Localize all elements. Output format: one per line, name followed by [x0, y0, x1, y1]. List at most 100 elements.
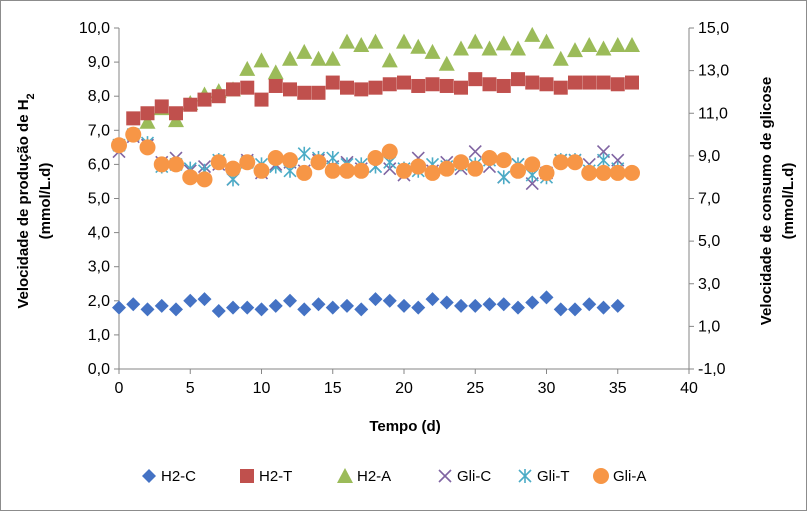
- y2-tick-label: 15,0: [698, 20, 729, 37]
- point-gli-a: [182, 169, 199, 186]
- x-tick-label: 10: [253, 380, 271, 397]
- point-h2-c: [311, 297, 326, 312]
- y2-tick-label: 11,0: [698, 105, 728, 122]
- point-h2-a: [310, 50, 327, 66]
- point-h2-c: [169, 302, 183, 317]
- point-gli-a: [125, 126, 142, 143]
- point-h2-c: [425, 292, 440, 307]
- point-gli-a: [139, 139, 156, 156]
- x-tick-label: 25: [466, 380, 484, 397]
- point-h2-c: [368, 292, 383, 307]
- point-h2-c: [439, 295, 454, 310]
- point-h2-t: [553, 80, 568, 95]
- point-gli-a: [581, 164, 598, 181]
- point-h2-t: [625, 75, 639, 90]
- point-gli-a: [381, 143, 398, 160]
- point-h2-t: [325, 75, 340, 90]
- point-gli-a: [153, 156, 170, 173]
- point-h2-t: [283, 82, 297, 97]
- y-tick-label: 10,0: [79, 20, 110, 37]
- point-h2-a: [282, 50, 298, 66]
- x-tick-label: 15: [324, 380, 342, 397]
- point-h2-a: [396, 33, 412, 49]
- point-gli-a: [239, 154, 256, 171]
- y2-axis-title: Velocidade de consumo de glicose: [758, 77, 775, 325]
- point-h2-t: [340, 80, 354, 95]
- point-h2-t: [311, 85, 326, 100]
- point-gli-a: [210, 154, 227, 171]
- point-gli-a: [367, 150, 384, 167]
- point-h2-c: [539, 290, 554, 305]
- legend-label-gli-t: Gli-T: [537, 468, 570, 485]
- point-h2-a: [253, 52, 270, 68]
- point-h2-a: [324, 50, 341, 66]
- legend-item-h2-a: H2-A: [337, 468, 391, 485]
- point-h2-c: [297, 302, 312, 317]
- point-h2-a: [424, 43, 441, 59]
- series-h2-c: [112, 290, 625, 319]
- point-h2-t: [496, 78, 511, 93]
- legend-item-gli-a: Gli-A: [593, 468, 646, 485]
- y-tick-label: 1,0: [88, 327, 110, 344]
- point-h2-c: [183, 293, 198, 308]
- legend-item-gli-c: Gli-C: [438, 468, 491, 485]
- point-h2-c: [454, 298, 468, 313]
- y2-tick-label: -1,0: [698, 361, 726, 378]
- point-gli-a: [296, 164, 313, 181]
- point-h2-c: [525, 295, 540, 310]
- point-gli-a: [324, 162, 341, 179]
- point-h2-t: [183, 97, 198, 112]
- point-h2-t: [468, 72, 483, 87]
- point-gli-a: [410, 158, 427, 175]
- point-h2-t: [368, 80, 383, 95]
- point-h2-t: [511, 72, 525, 87]
- point-h2-a: [353, 37, 370, 53]
- point-gli-t: [497, 170, 511, 185]
- point-gli-a: [310, 154, 327, 171]
- point-h2-c: [568, 302, 582, 317]
- point-h2-c: [397, 298, 411, 313]
- y-axis-units: (mmol/L.d): [37, 163, 54, 240]
- x-tick-label: 5: [186, 380, 195, 397]
- point-h2-c: [340, 298, 354, 313]
- x-tick-label: 30: [538, 380, 556, 397]
- y-tick-label: 3,0: [88, 259, 110, 276]
- point-h2-t: [425, 77, 440, 92]
- point-h2-c: [354, 302, 369, 317]
- point-h2-t: [610, 77, 625, 92]
- point-gli-a: [567, 154, 583, 171]
- point-h2-t: [439, 78, 454, 93]
- legend-label-gli-c: Gli-C: [457, 468, 491, 485]
- point-h2-t: [140, 106, 155, 121]
- y2-tick-label: 13,0: [698, 63, 729, 80]
- point-h2-t: [411, 78, 426, 93]
- series-h2-t: [126, 72, 639, 126]
- y-tick-label: 5,0: [88, 191, 110, 208]
- legend-marker-gli-c: [438, 469, 452, 483]
- point-h2-a: [339, 33, 355, 49]
- point-h2-a: [552, 50, 569, 66]
- point-h2-t: [169, 106, 183, 121]
- y-tick-label: 9,0: [88, 54, 110, 71]
- legend-item-h2-t: H2-T: [240, 468, 292, 485]
- point-gli-a: [595, 164, 612, 181]
- point-h2-c: [197, 292, 212, 307]
- point-h2-t: [382, 77, 397, 92]
- point-gli-a: [552, 154, 569, 171]
- point-h2-c: [411, 300, 426, 315]
- legend-label-gli-a: Gli-A: [613, 468, 646, 485]
- point-h2-c: [553, 302, 568, 317]
- point-h2-t: [268, 78, 283, 93]
- point-gli-t: [326, 151, 340, 166]
- legend-label-h2-c: H2-C: [161, 468, 196, 485]
- point-h2-a: [139, 113, 156, 129]
- x-tick-label: 0: [115, 380, 124, 397]
- point-h2-a: [609, 37, 626, 53]
- point-gli-a: [467, 160, 484, 177]
- point-h2-a: [538, 33, 555, 49]
- x-tick-label: 35: [609, 380, 627, 397]
- point-h2-c: [468, 298, 483, 313]
- point-gli-t: [596, 153, 611, 168]
- y2-tick-label: 1,0: [698, 318, 720, 335]
- point-h2-t: [539, 77, 554, 92]
